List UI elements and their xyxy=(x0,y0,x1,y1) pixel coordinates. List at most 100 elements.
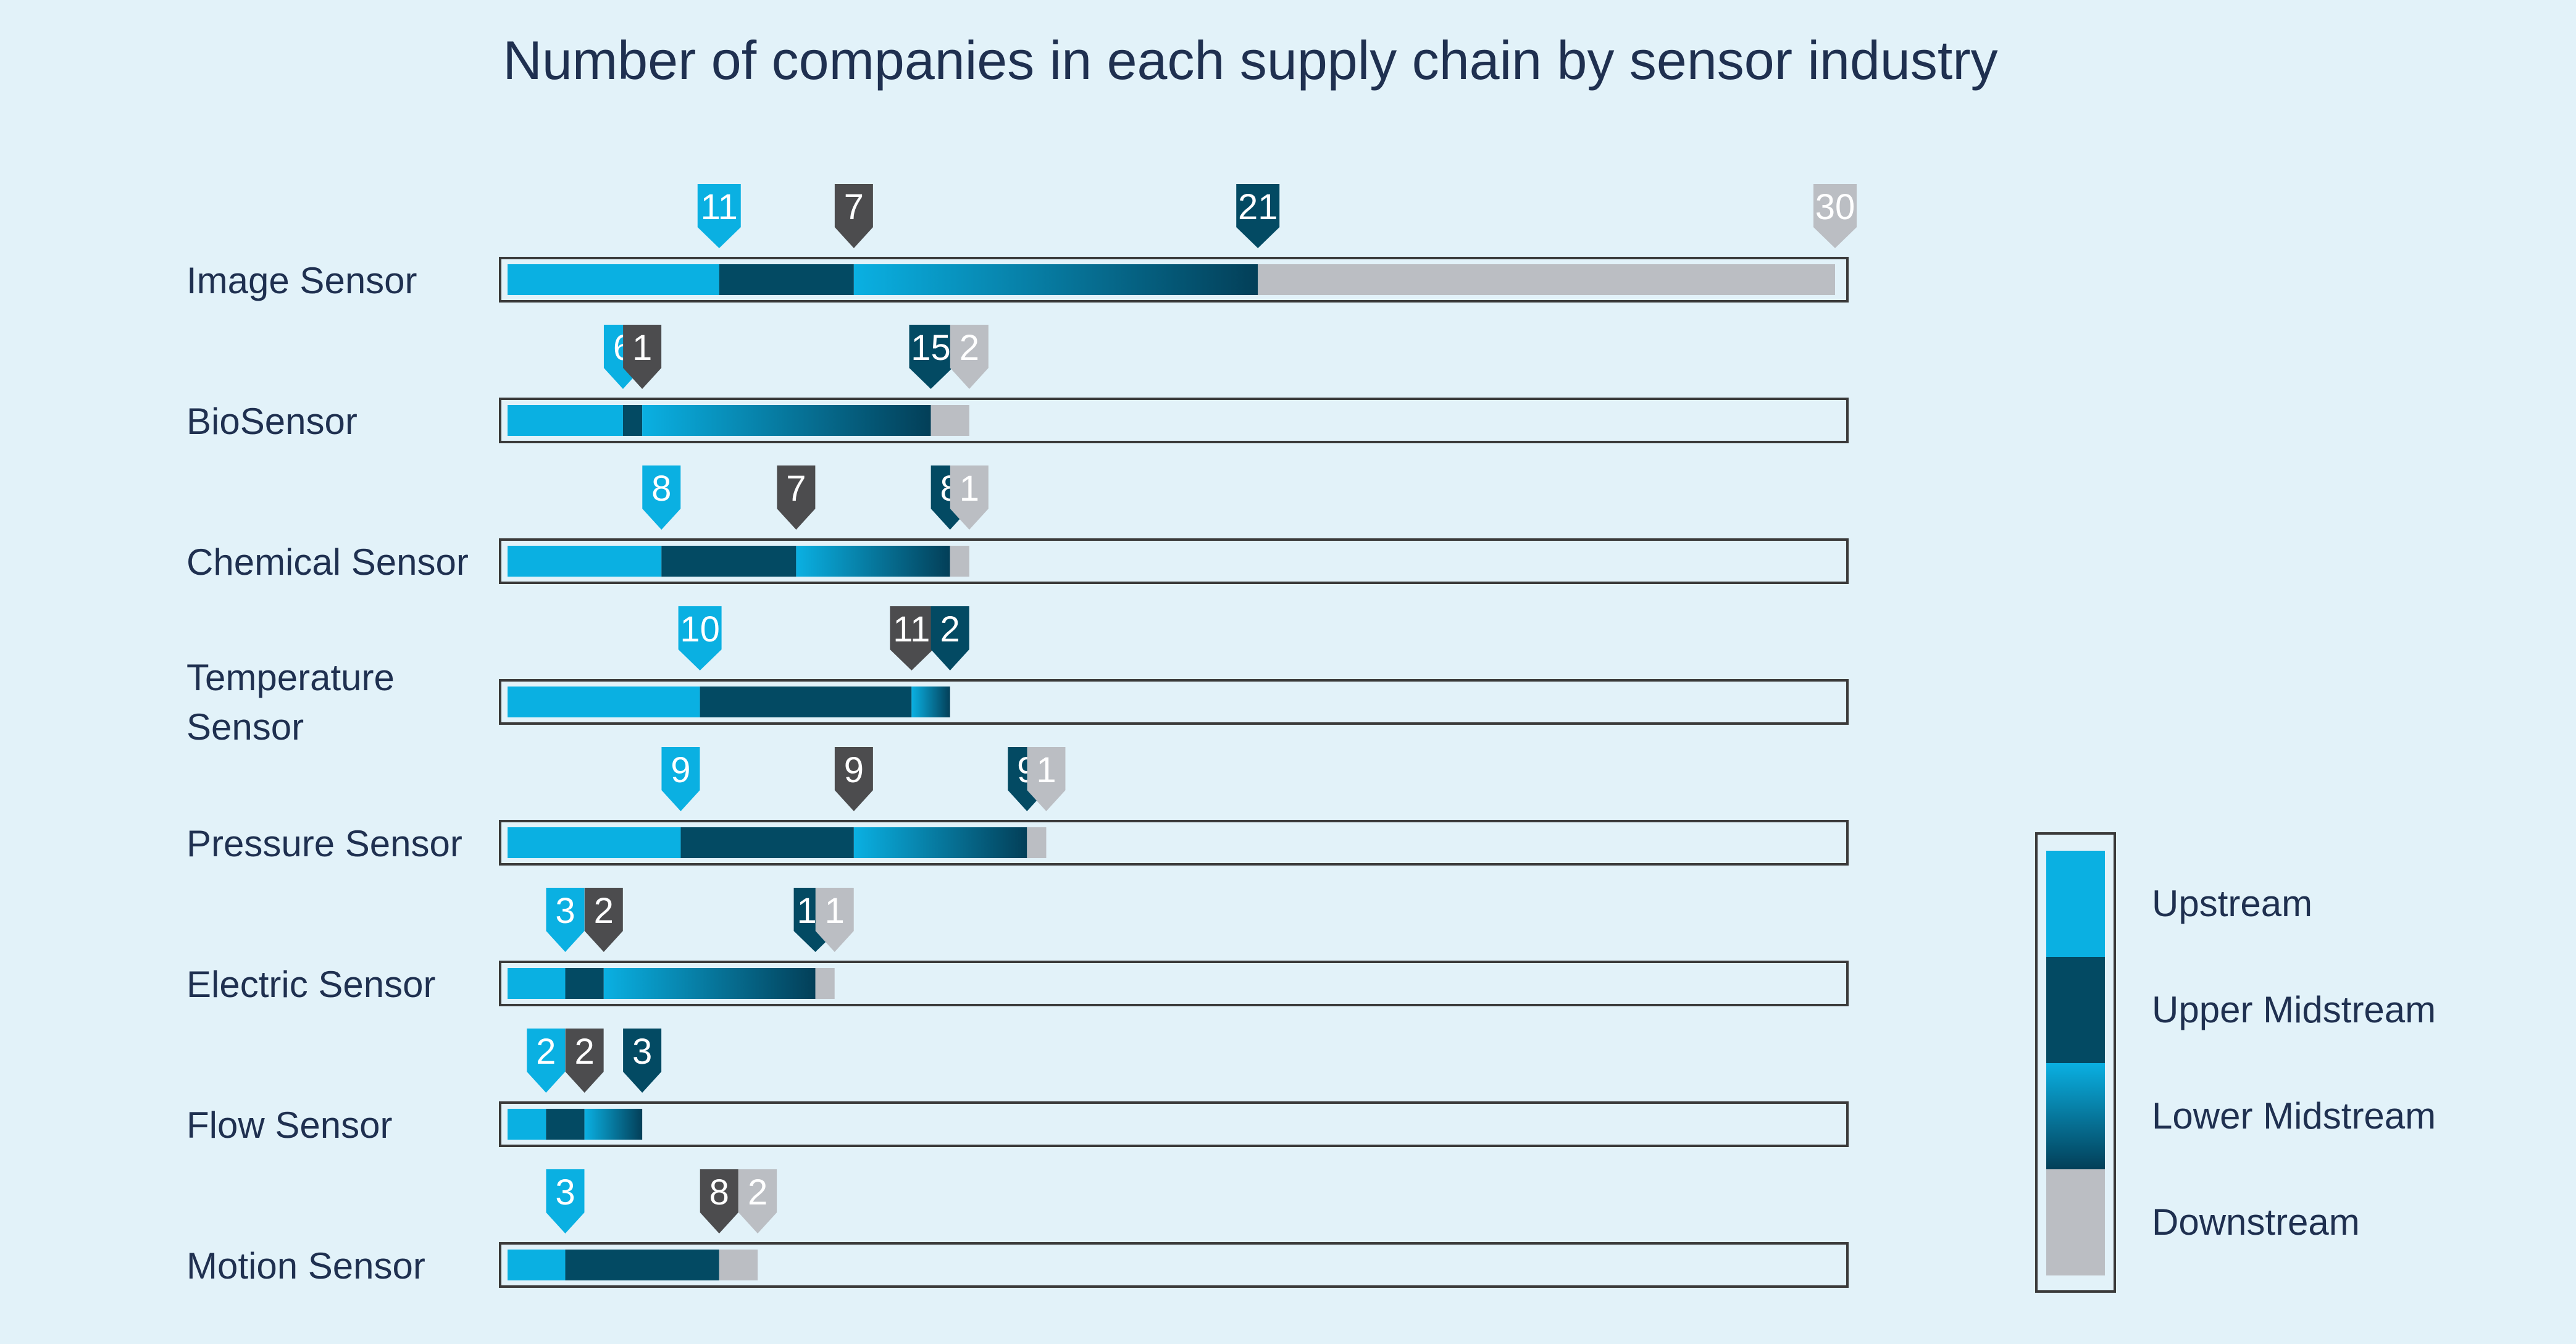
data-label-marker xyxy=(623,325,662,389)
bar-segment-downstream xyxy=(1027,827,1047,858)
bar-frame xyxy=(499,820,1849,866)
bar-segment-upstream xyxy=(508,264,719,295)
bar-frame xyxy=(499,1242,1849,1288)
data-label-marker xyxy=(678,606,722,670)
data-label: 8 xyxy=(709,1172,729,1213)
bar-frame xyxy=(499,538,1849,584)
data-label: 3 xyxy=(555,891,575,931)
bar-frame xyxy=(499,1101,1849,1147)
data-label-marker xyxy=(700,1169,738,1233)
data-label-marker xyxy=(697,184,741,248)
data-label: 30 xyxy=(1815,187,1855,227)
legend-swatch xyxy=(2046,957,2105,1063)
data-label-marker xyxy=(834,747,873,811)
bar-segment-downstream xyxy=(1258,264,1835,295)
data-label: 2 xyxy=(575,1032,595,1072)
category-row: Temperature Sensor 10 11 2 xyxy=(186,606,1849,748)
data-label: 9 xyxy=(671,750,690,790)
data-label-marker xyxy=(909,325,953,389)
bar-segment-upstream xyxy=(508,405,623,436)
data-label-marker xyxy=(890,606,934,670)
data-label: 2 xyxy=(536,1032,556,1072)
bar-segment-upstream xyxy=(508,1250,566,1280)
data-label: 11 xyxy=(893,609,930,649)
bar-segment-upper-midstream xyxy=(622,405,643,436)
data-label: 1 xyxy=(632,328,652,368)
data-label: 7 xyxy=(844,187,864,227)
data-label: 1 xyxy=(1036,750,1056,790)
legend-label: Upper Midstream xyxy=(2152,989,2436,1030)
data-label: 1 xyxy=(825,891,845,931)
legend-swatch xyxy=(2046,1063,2105,1169)
bar-segment-downstream xyxy=(719,1250,758,1280)
bar-segment-upstream xyxy=(508,968,566,999)
data-label: 2 xyxy=(748,1172,767,1213)
bar-segment-upper-midstream xyxy=(565,968,604,999)
legend-swatch xyxy=(2046,1169,2105,1275)
bar-segment-lower-midstream xyxy=(584,1109,643,1140)
data-label-marker xyxy=(527,1029,566,1093)
category-label: Temperature Sensor xyxy=(186,657,395,748)
category-label: BioSensor xyxy=(186,401,358,442)
data-label-marker xyxy=(1236,184,1280,248)
data-label-marker xyxy=(623,1029,662,1093)
data-label-marker xyxy=(834,184,873,248)
category-row: Motion Sensor 3 8 2 xyxy=(186,1169,1849,1288)
legend-frame xyxy=(2035,832,2116,1293)
legend-label: Upstream xyxy=(2152,883,2312,924)
category-label: Motion Sensor xyxy=(186,1245,425,1287)
data-label: 15 xyxy=(911,328,951,368)
category-label: Chemical Sensor xyxy=(186,541,469,583)
bar-segment-downstream xyxy=(950,546,969,577)
bar-frame xyxy=(499,961,1849,1006)
data-label: 9 xyxy=(844,750,864,790)
bar-segment-downstream xyxy=(815,968,835,999)
legend-label: Downstream xyxy=(2152,1201,2360,1243)
bar-segment-upstream xyxy=(508,546,662,577)
bar-segment-upper-midstream xyxy=(546,1109,585,1140)
category-label: Pressure Sensor xyxy=(186,823,462,864)
data-label-marker xyxy=(565,1029,604,1093)
data-label-marker xyxy=(1027,747,1066,811)
legend-swatch xyxy=(2046,851,2105,957)
data-label-marker xyxy=(950,465,989,530)
data-label: 8 xyxy=(651,469,671,509)
bar-segment-lower-midstream xyxy=(853,827,1027,858)
bar-frame xyxy=(499,257,1849,303)
category-label: Electric Sensor xyxy=(186,964,435,1005)
data-label-marker xyxy=(950,325,989,389)
bar-frame xyxy=(499,398,1849,443)
data-label: 2 xyxy=(960,328,979,368)
data-label: 2 xyxy=(594,891,614,931)
legend: Upstream Upper Midstream Lower Midstream Do… xyxy=(2035,832,2436,1293)
data-label-marker xyxy=(777,465,816,530)
data-label: 1 xyxy=(960,469,979,509)
bar-segment-upstream xyxy=(508,1109,546,1140)
bar-segment-lower-midstream xyxy=(911,687,950,717)
bar-segment-upper-midstream xyxy=(719,264,854,295)
data-label-marker xyxy=(546,1169,585,1233)
data-label: 2 xyxy=(940,609,960,649)
bar-segment-upper-midstream xyxy=(680,827,854,858)
bar-segment-upper-midstream xyxy=(565,1250,719,1280)
data-label: 11 xyxy=(701,187,738,227)
data-label-marker xyxy=(738,1169,777,1233)
chart-title: Number of companies in each supply chain… xyxy=(503,30,1997,91)
data-label-marker xyxy=(1813,184,1857,248)
bar-segment-lower-midstream xyxy=(796,546,950,577)
category-row: Image Sensor 11 7 21 30 xyxy=(186,184,1857,303)
bar-segment-lower-midstream xyxy=(603,968,816,999)
data-label-marker xyxy=(584,888,623,952)
category-label: Image Sensor xyxy=(186,260,417,301)
bar-segment-upstream xyxy=(508,827,681,858)
data-label: 7 xyxy=(786,469,806,509)
bar-segment-downstream xyxy=(930,405,969,436)
data-label: 10 xyxy=(680,609,720,649)
data-label-marker xyxy=(661,747,700,811)
